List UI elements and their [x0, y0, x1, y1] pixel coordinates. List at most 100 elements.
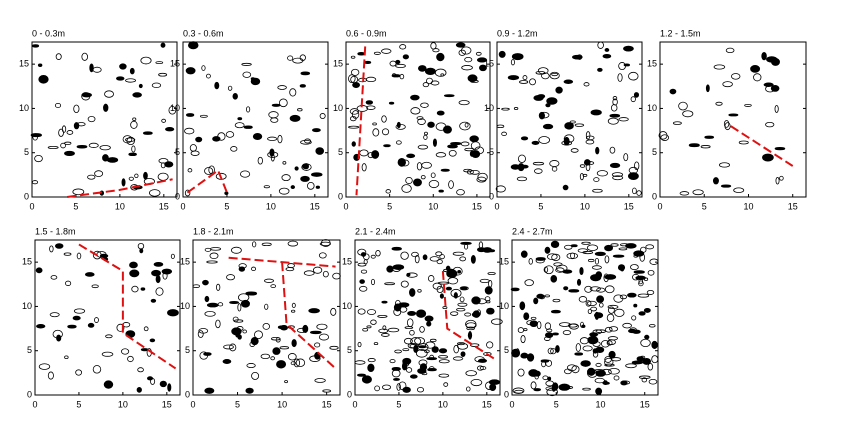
- contour-blob: [251, 266, 257, 272]
- contour-blob: [512, 387, 525, 394]
- contour-blob: [487, 272, 496, 275]
- contour-blob: [139, 248, 144, 254]
- contour-blob: [575, 343, 581, 352]
- contour-blob: [638, 375, 651, 379]
- x-tick-label: 10: [743, 201, 753, 211]
- contour-blob: [373, 342, 379, 346]
- contour-blob: [460, 141, 470, 147]
- contour-blob: [531, 140, 540, 145]
- contour-blob: [105, 334, 113, 339]
- contour-blob: [414, 254, 420, 264]
- contour-blob: [496, 124, 505, 129]
- contour-blob: [466, 386, 471, 392]
- contour-blob: [439, 293, 444, 299]
- contour-blob: [359, 279, 365, 284]
- contour-blob: [595, 329, 607, 334]
- contour-blob: [613, 294, 624, 303]
- contour-blob: [122, 135, 133, 144]
- contour-blob: [126, 136, 135, 146]
- contour-blob: [602, 53, 612, 59]
- panel: 1.5 - 1.8m 0 5 10 15 0 5 10 15: [22, 226, 181, 409]
- y-tick-label: 0: [347, 389, 352, 399]
- contour-blob: [349, 108, 359, 115]
- contour-blob: [631, 315, 637, 321]
- contour-blob: [595, 146, 600, 155]
- contour-blob: [427, 275, 435, 282]
- contour-blob: [270, 284, 277, 289]
- x-tick-label: 5: [224, 201, 229, 211]
- contour-blob: [55, 243, 64, 249]
- contour-blob: [637, 293, 650, 298]
- panel: 0.9 - 1.2m 0 5 10 15 0 5 10 15: [484, 28, 643, 211]
- contour-blob: [272, 347, 281, 355]
- contour-blob: [596, 170, 608, 177]
- panel-title: 1.2 - 1.5m: [660, 28, 701, 38]
- contour-blob: [583, 82, 590, 87]
- contour-blob: [125, 78, 136, 83]
- plot-frame: [192, 239, 341, 396]
- y-tick-label: 5: [175, 147, 180, 157]
- contour-blob: [623, 63, 631, 67]
- x-tick-label: 0: [343, 201, 348, 211]
- contour-blob: [644, 334, 650, 340]
- contour-blob: [448, 180, 454, 189]
- contour-blob: [375, 250, 381, 257]
- contour-blob: [430, 80, 440, 86]
- contour-blob: [457, 302, 468, 307]
- contour-blob: [229, 343, 237, 352]
- contour-blob: [490, 318, 503, 325]
- contour-blob: [552, 332, 559, 336]
- contour-blob: [679, 191, 690, 196]
- contour-blob: [464, 312, 472, 317]
- contour-blob: [136, 387, 142, 393]
- contour-blob: [604, 274, 617, 280]
- y-tick-label: 15: [22, 257, 32, 267]
- contour-blob: [612, 96, 618, 101]
- contour-blob: [158, 158, 169, 164]
- contour-blob: [520, 250, 528, 258]
- contour-blob: [406, 272, 418, 278]
- contour-blob: [576, 54, 583, 60]
- contour-blob: [535, 258, 545, 264]
- contour-blob: [410, 107, 421, 115]
- contour-blob: [278, 187, 290, 195]
- y-tick-label: 15: [19, 59, 29, 69]
- contour-blob: [229, 301, 240, 305]
- contour-blob: [688, 143, 700, 148]
- contour-blob: [402, 54, 409, 60]
- contour-blob: [585, 300, 592, 307]
- contour-blob: [417, 118, 426, 125]
- contour-blob: [563, 134, 575, 143]
- contour-blob: [547, 347, 554, 355]
- contour-blob: [204, 167, 214, 175]
- contour-blob: [150, 298, 157, 303]
- y-tick-label: 15: [180, 257, 190, 267]
- contour-blob: [562, 330, 572, 336]
- contour-blob: [242, 71, 252, 78]
- plot-frame: [182, 41, 329, 198]
- x-tick-label: 5: [387, 201, 392, 211]
- contour-blob: [391, 246, 402, 251]
- contour-blob: [457, 269, 462, 274]
- contour-blob: [72, 188, 85, 196]
- interpretation-line: [186, 168, 228, 194]
- x-tick-label: 15: [482, 399, 492, 409]
- contour-blob: [128, 176, 134, 181]
- contour-blob: [121, 348, 130, 355]
- contour-blob: [627, 172, 639, 181]
- contour-blob: [143, 171, 148, 180]
- contour-blob: [627, 292, 637, 298]
- contour-blob: [452, 251, 465, 256]
- x-tick-label: 0: [180, 201, 185, 211]
- contour-blob: [72, 315, 81, 321]
- contour-blob: [712, 177, 719, 185]
- contour-blob: [35, 267, 43, 274]
- panel: 1.8 - 2.1m 0 5 10 15 0 5 10 15: [180, 226, 341, 409]
- contour-blob: [307, 181, 315, 190]
- contour-blob: [530, 381, 537, 390]
- contour-blob: [314, 342, 321, 348]
- contour-blob: [399, 73, 405, 80]
- contour-blob: [571, 365, 580, 374]
- contour-blob: [455, 42, 466, 48]
- contour-blob: [204, 310, 216, 317]
